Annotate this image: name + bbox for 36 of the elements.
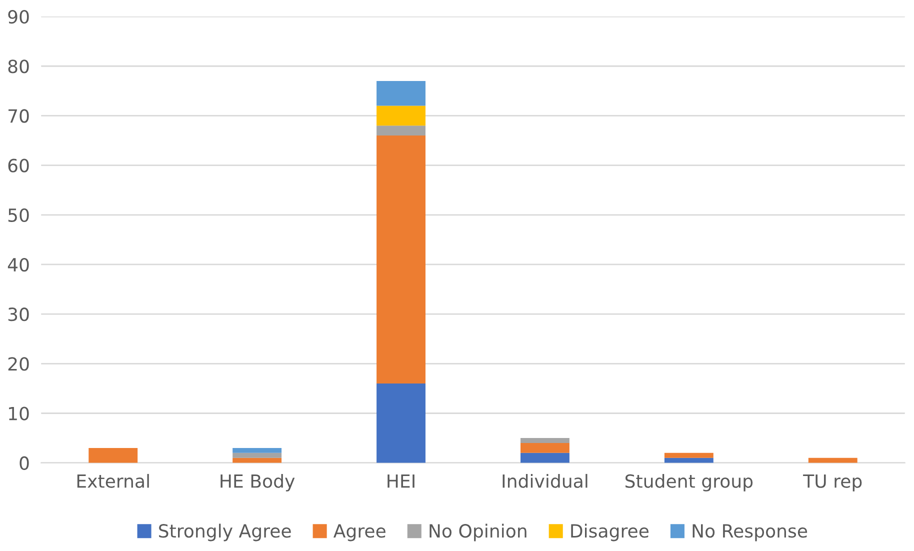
bar xyxy=(664,458,714,463)
x-tick-label: TU rep xyxy=(803,474,862,492)
bar xyxy=(376,80,426,106)
y-tick-label: 60 xyxy=(8,158,29,172)
legend-label: Agree xyxy=(333,524,386,542)
x-tick-label: Student group xyxy=(625,474,753,492)
bar xyxy=(232,448,282,453)
bar xyxy=(520,452,570,463)
legend-label: Strongly Agree xyxy=(159,524,291,542)
bar xyxy=(88,448,138,463)
y-tick-label: 40 xyxy=(8,258,29,272)
x-tick-label: HE Body xyxy=(220,474,295,492)
bar xyxy=(376,126,426,136)
bar xyxy=(376,106,426,126)
x-tick-label: External xyxy=(77,474,149,488)
bar xyxy=(232,452,282,458)
bar xyxy=(808,458,858,463)
bar xyxy=(520,443,570,453)
legend-label: Disagree xyxy=(571,524,649,542)
y-tick-label: 10 xyxy=(9,406,29,420)
y-tick-label: 50 xyxy=(8,208,29,222)
bar xyxy=(520,438,570,444)
y-tick-label: 20 xyxy=(8,357,29,371)
bar xyxy=(664,452,714,458)
y-tick-label: 90 xyxy=(8,10,29,24)
legend-label: No Opinion xyxy=(430,524,526,542)
x-tick-label: Individual xyxy=(502,474,588,488)
y-tick-label: 80 xyxy=(8,60,29,74)
y-tick-label: 0 xyxy=(20,456,29,470)
bar xyxy=(232,458,282,463)
bar xyxy=(376,136,426,384)
y-tick-label: 30 xyxy=(8,308,29,322)
x-tick-label: HEI xyxy=(388,474,414,488)
legend-label: No Response xyxy=(692,524,808,542)
bar xyxy=(376,383,426,463)
y-tick-label: 70 xyxy=(8,109,29,123)
